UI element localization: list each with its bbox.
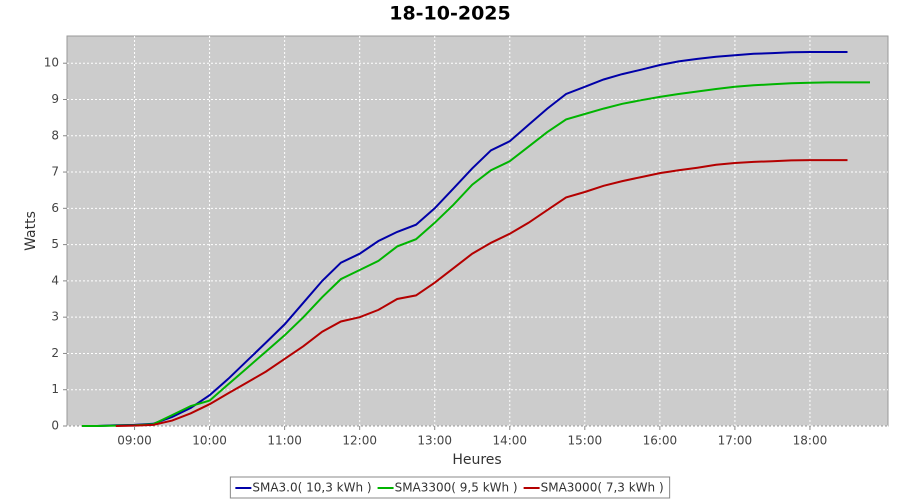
y-tick-label: 9 — [51, 92, 59, 106]
plot-area — [66, 35, 889, 427]
y-tick-label: 10 — [44, 56, 59, 70]
y-tick-label: 2 — [51, 346, 59, 360]
series-line — [82, 51, 848, 427]
x-tick-label: 17:00 — [718, 434, 753, 448]
x-tick-label: 16:00 — [643, 434, 678, 448]
y-tick-label: 3 — [51, 310, 59, 324]
y-tick-label: 4 — [51, 273, 59, 287]
y-tick-label: 5 — [51, 237, 59, 251]
series-line — [82, 81, 870, 427]
lines — [82, 51, 870, 427]
x-tick-label: 11:00 — [267, 434, 302, 448]
x-tick-label: 14:00 — [492, 434, 527, 448]
y-tick-label: 1 — [51, 382, 59, 396]
x-tick-label: 13:00 — [417, 434, 452, 448]
y-tick-label: 7 — [51, 165, 59, 179]
chart-title: 18-10-2025 — [389, 3, 511, 25]
x-tick-label: 15:00 — [568, 434, 603, 448]
x-tick-label: 09:00 — [117, 434, 152, 448]
legend-label: SMA3000( 7,3 kWh ) — [541, 481, 664, 495]
y-axis-label: Watts — [23, 211, 39, 251]
x-tick-label: 12:00 — [342, 434, 377, 448]
x-tick-label: 10:00 — [192, 434, 227, 448]
legend — [229, 476, 671, 499]
legend-label: SMA3300( 9,5 kWh ) — [395, 481, 518, 495]
x-axis-label: Heures — [452, 452, 501, 468]
y-tick-label: 6 — [51, 201, 59, 215]
grid — [67, 36, 888, 427]
legend-label: SMA3.0( 10,3 kWh ) — [252, 481, 371, 495]
y-tick-label: 0 — [51, 419, 59, 433]
y-tick-label: 8 — [51, 128, 59, 142]
x-tick-label: 18:00 — [793, 434, 828, 448]
series-line — [115, 159, 848, 427]
